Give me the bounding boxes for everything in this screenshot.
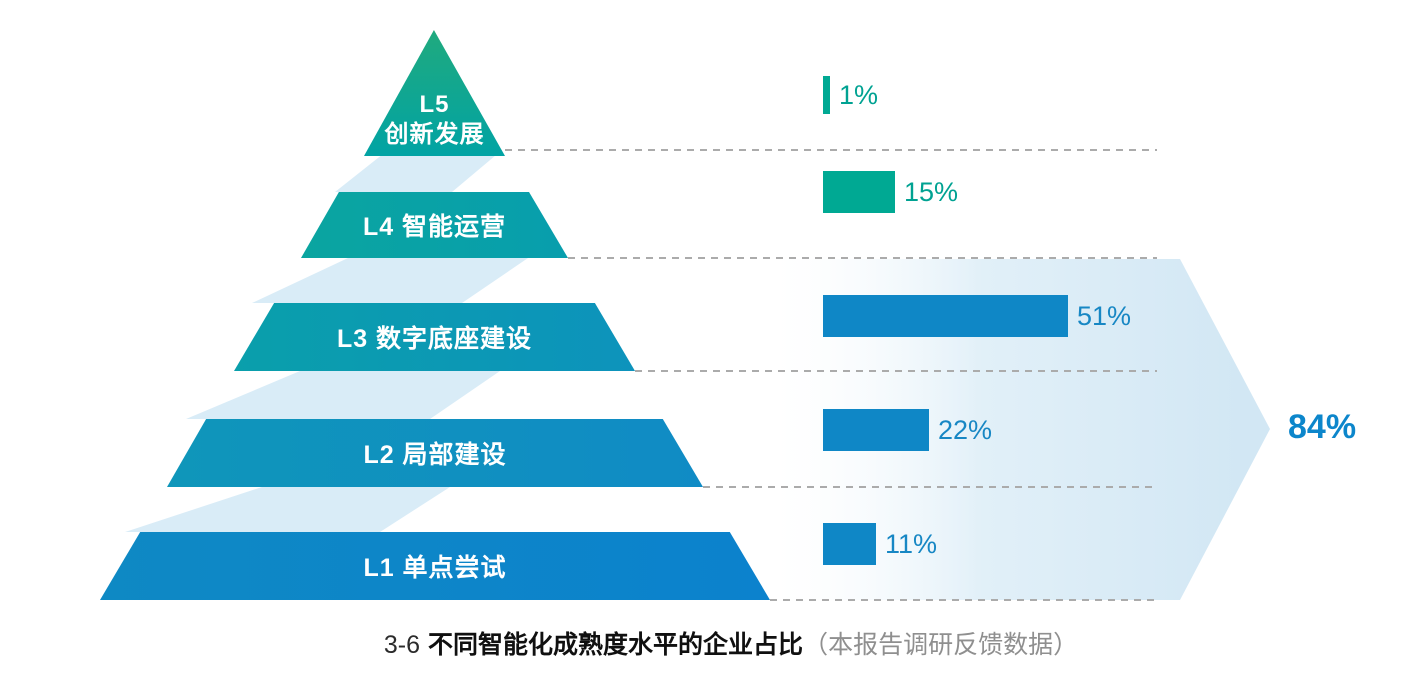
aggregate-value: 84% <box>1288 408 1357 446</box>
level-label: L3 数字底座建设 <box>336 325 533 353</box>
bar-l5 <box>823 76 830 114</box>
bar-row-l1: 11% <box>823 523 937 565</box>
pyramid-level-l2: L2 局部建设 <box>167 419 703 487</box>
bar-value-label-l1: 11% <box>885 528 938 559</box>
bar-value-label-l4: 15% <box>904 176 959 207</box>
bar-value-label-l5: 1% <box>839 79 879 110</box>
aggregate-arrow-shape <box>772 259 1270 600</box>
swoosh-l4-l3 <box>252 258 528 303</box>
bar-row-l2: 22% <box>823 409 992 451</box>
bar-l2 <box>823 409 929 451</box>
pyramid-level-l3: L3 数字底座建设 <box>234 303 635 371</box>
caption-number: 3-6 <box>383 631 421 659</box>
swoosh-l2-l1 <box>125 487 450 532</box>
pyramid-level-l1: L1 单点尝试 <box>100 532 770 600</box>
bar-row-l3: 51% <box>823 295 1131 337</box>
bar-l1 <box>823 523 876 565</box>
pyramid-level-l4: L4 智能运营 <box>301 192 568 258</box>
level-label: L1 单点尝试 <box>363 554 507 582</box>
caption-note: （本报告调研反馈数据） <box>803 631 1079 659</box>
caption-title: 不同智能化成熟度水平的企业占比 <box>428 631 804 659</box>
bar-l4 <box>823 171 895 213</box>
level-label: L4 智能运营 <box>362 213 507 241</box>
bar-l3 <box>823 295 1068 337</box>
bar-row-l4: 15% <box>823 171 958 213</box>
figure-caption: 3-6 不同智能化成熟度水平的企业占比（本报告调研反馈数据） <box>0 630 1418 660</box>
bar-value-label-l2: 22% <box>938 414 993 445</box>
bar-row-l5: 1% <box>823 76 878 114</box>
level-sublabel: 创新发展 <box>384 121 485 148</box>
level-label: L5 <box>419 91 450 118</box>
bar-value-label-l3: 51% <box>1077 300 1132 331</box>
level-label: L2 局部建设 <box>363 441 507 469</box>
swoosh-l5-l4 <box>335 150 502 192</box>
swoosh-l3-l2 <box>186 371 500 419</box>
